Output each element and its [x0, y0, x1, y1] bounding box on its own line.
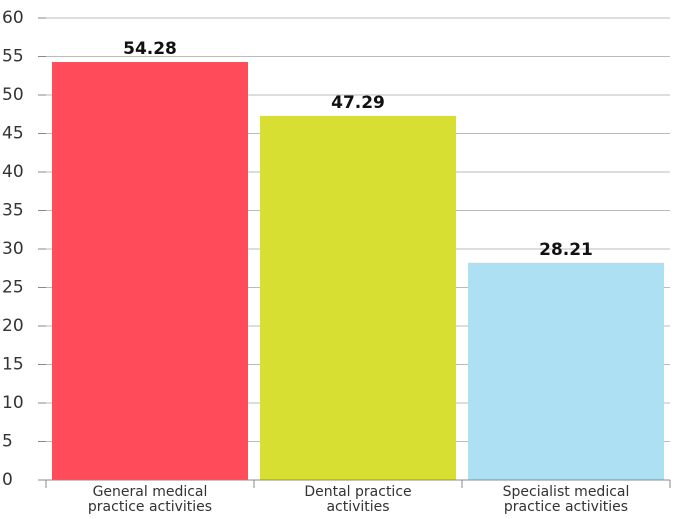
y-tick-label: 55 [2, 47, 24, 67]
y-tick-label: 20 [2, 316, 24, 336]
y-tick-label: 10 [2, 393, 24, 413]
data-label: 28.21 [539, 240, 593, 260]
y-tick-label: 40 [2, 162, 24, 182]
bar [468, 262, 664, 480]
y-tick-label: 50 [2, 85, 24, 105]
data-label: 54.28 [123, 39, 177, 59]
y-tick-label: 60 [2, 8, 24, 28]
bar [52, 62, 248, 480]
y-tick-label: 30 [2, 239, 24, 259]
x-tick-label: General medical practice activities [87, 484, 213, 515]
bar [260, 115, 456, 480]
x-tick-label: Specialist medical practice activities [502, 484, 630, 515]
y-tick-label: 0 [2, 470, 13, 490]
y-tick-label: 15 [2, 355, 24, 375]
y-tick-label: 5 [2, 432, 13, 452]
y-tick-label: 25 [2, 278, 24, 298]
data-label: 47.29 [331, 93, 385, 113]
x-tick-label: Dental practice activities [304, 484, 412, 515]
y-tick-label: 35 [2, 201, 24, 221]
y-tick-label: 45 [2, 124, 24, 144]
